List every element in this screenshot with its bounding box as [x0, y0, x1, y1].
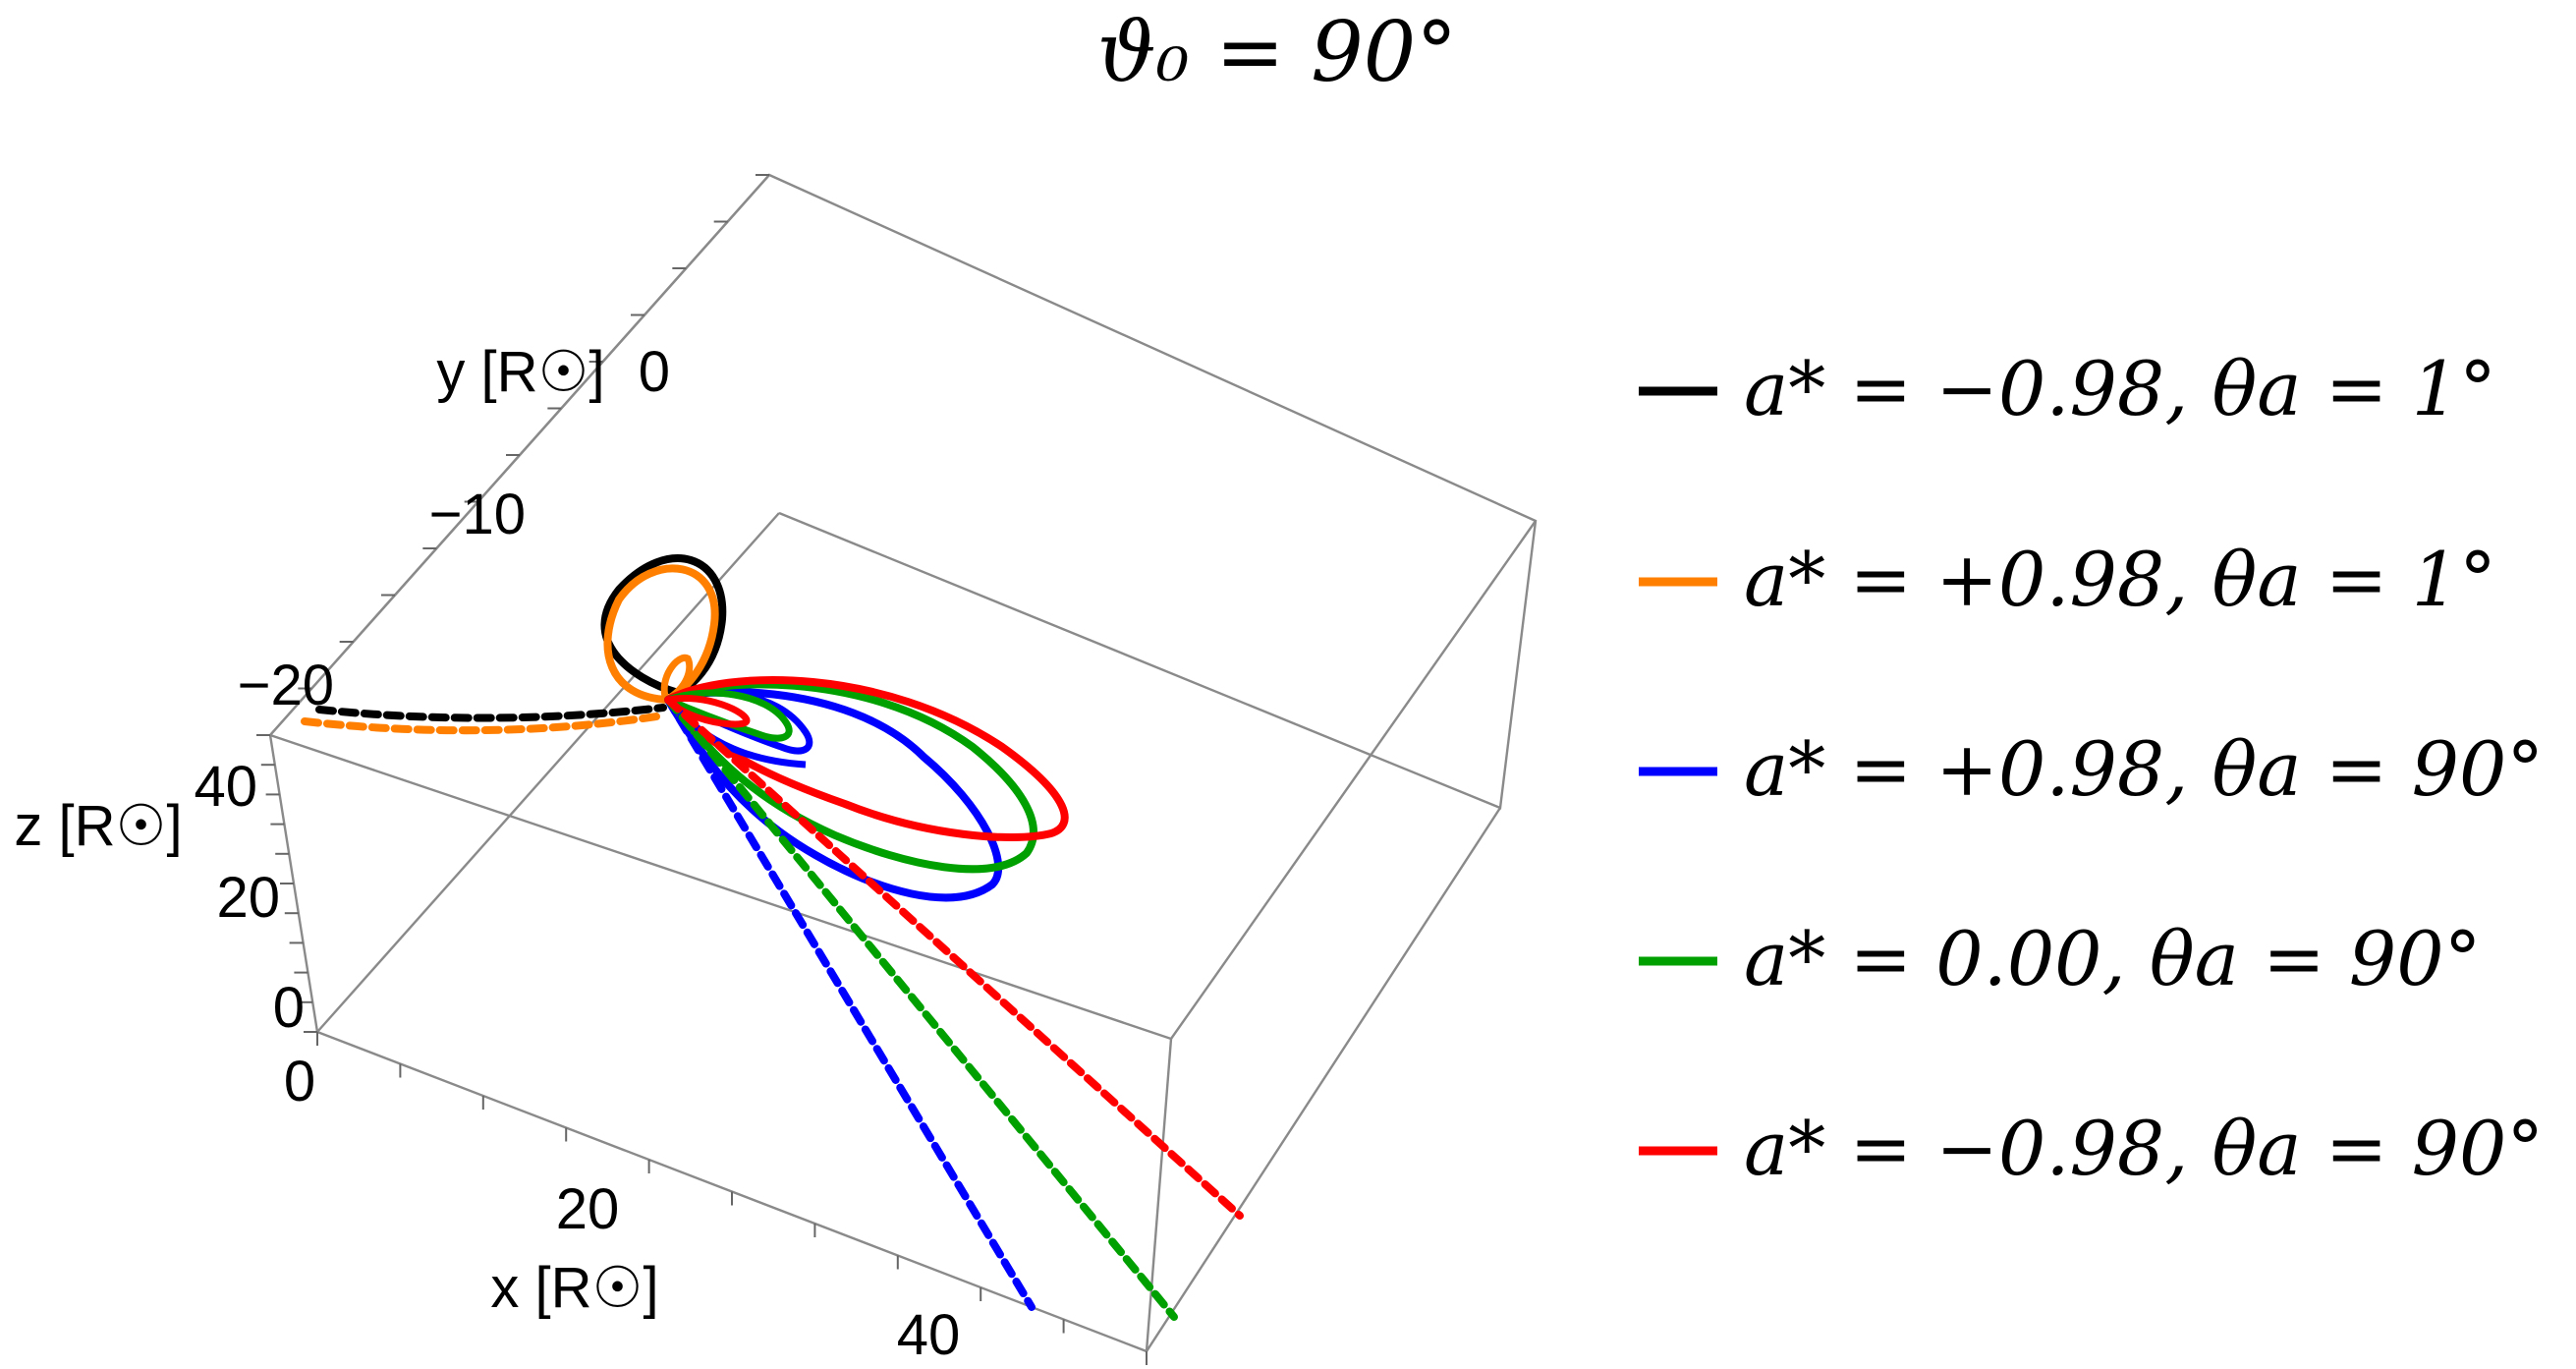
axis-tick-labels: 0 20 40 0 −10 −20 0 20 40 [194, 340, 960, 1367]
z-tick-label: 20 [216, 866, 280, 930]
legend-item: a* = −0.98, θa = 90° [1639, 1105, 2544, 1192]
chart-title: ϑ₀ = 90° [1097, 4, 1457, 100]
legend-item: a* = +0.98, θa = 1° [1639, 536, 2496, 623]
axis-labels: x [R☉] y [R☉] z [R☉] [14, 340, 658, 1320]
x-tick-label: 20 [556, 1177, 620, 1241]
series-blue-dashed-outflow [664, 696, 1036, 1311]
legend-label: a* = 0.00, θa = 90° [1744, 915, 2482, 1002]
y-tick-label: −10 [429, 483, 526, 546]
y-tick-label: 0 [639, 340, 670, 404]
series-black-loop [600, 554, 727, 697]
x-tick-label: 0 [284, 1050, 315, 1113]
trajectory-curves [301, 554, 1244, 1321]
legend-label: a* = +0.98, θa = 90° [1744, 725, 2544, 813]
series-green-dashed-outflow [664, 696, 1178, 1321]
legend-label: a* = +0.98, θa = 1° [1744, 536, 2496, 623]
z-tick-label: 40 [194, 755, 257, 819]
series-red-dashed-outflow [664, 696, 1244, 1220]
legend-item: a* = −0.98, θa = 1° [1639, 345, 2496, 432]
legend-label: a* = −0.98, θa = 1° [1744, 345, 2496, 432]
x-tick-label: 40 [897, 1303, 961, 1367]
legend-item: a* = +0.98, θa = 90° [1639, 725, 2544, 813]
series-orange-loop [603, 564, 719, 704]
series-green-outer-loop [664, 680, 1037, 874]
series-black-dashed-inflow [315, 704, 667, 722]
legend-label: a* = −0.98, θa = 90° [1744, 1105, 2544, 1192]
legend-item: a* = 0.00, θa = 90° [1639, 915, 2482, 1002]
y-axis-label: y [R☉] [436, 340, 604, 404]
x-axis-label: x [R☉] [490, 1256, 658, 1320]
legend: a* = −0.98, θa = 1° a* = +0.98, θa = 1° … [1639, 345, 2544, 1192]
series-red-outer-loop [664, 676, 1069, 842]
axis-ticks [256, 174, 1148, 1365]
z-tick-label: 0 [273, 976, 305, 1040]
z-axis-label: z [R☉] [14, 794, 182, 858]
series-orange-dashed-inflow [301, 712, 667, 735]
series-green-inner-lobe [666, 689, 793, 742]
series-orange-inner-hook [660, 654, 694, 704]
